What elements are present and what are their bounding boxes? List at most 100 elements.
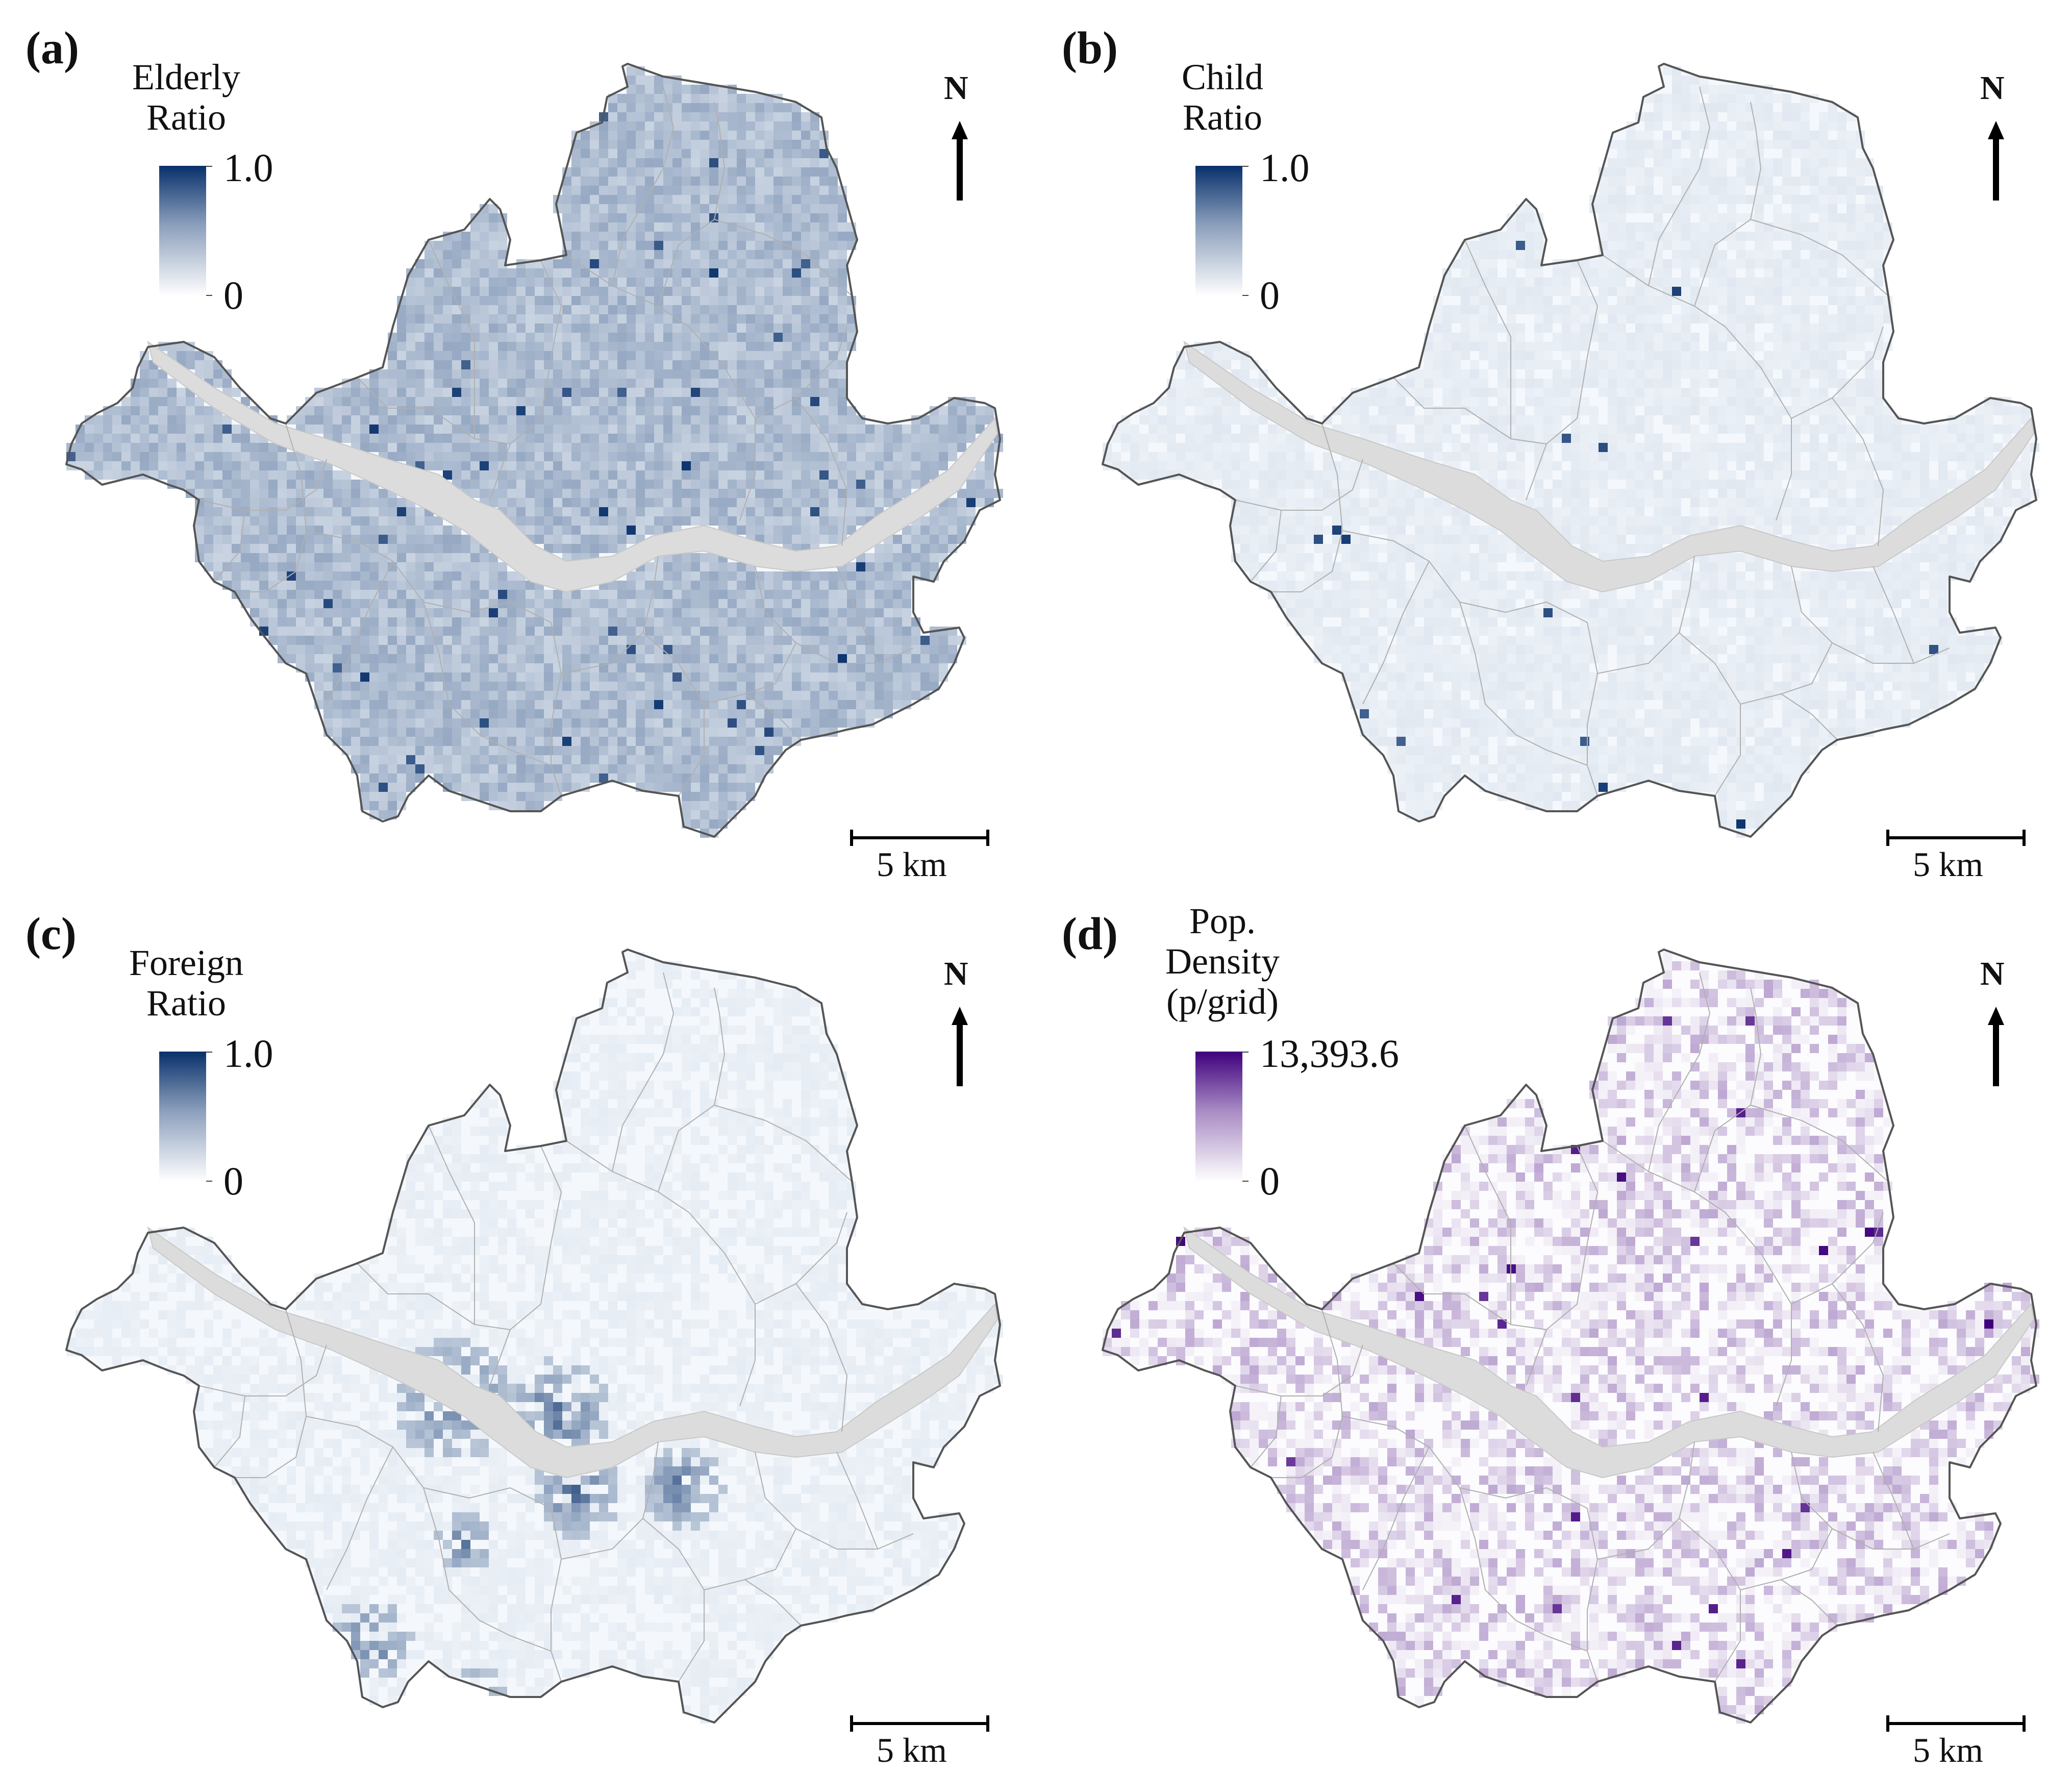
- city-boundary: [65, 949, 1001, 1724]
- district-boundary: [1648, 972, 1711, 1172]
- district-boundary: [423, 601, 562, 765]
- legend-max-label: 1.0: [1260, 145, 1310, 190]
- district-boundary: [198, 1344, 327, 1396]
- district-boundary: [755, 1212, 847, 1305]
- seoul-map: [65, 949, 1003, 1724]
- legend-color-bar: [159, 166, 212, 296]
- legend-title-line: Ratio: [1183, 97, 1262, 138]
- district-boundary: [1791, 566, 1950, 664]
- district-boundary: [1602, 255, 1792, 521]
- district-boundary: [1781, 1528, 1833, 1580]
- legend-title: Foreign Ratio: [122, 942, 250, 1024]
- district-boundary: [704, 693, 802, 740]
- district-boundary: [714, 219, 853, 296]
- district-boundary: [1740, 693, 1838, 740]
- panel-label: (c): [26, 909, 77, 959]
- district-boundary: [566, 1140, 756, 1407]
- district-boundary: [1791, 1212, 1884, 1305]
- scale-bar: [850, 1715, 989, 1732]
- legend-min-label: 0: [223, 1159, 243, 1203]
- district-boundary: [755, 566, 914, 664]
- legend-title: Elderly Ratio: [122, 57, 250, 138]
- legend-title-line: Ratio: [146, 983, 226, 1024]
- district-boundary: [214, 1395, 245, 1468]
- district-boundary: [1250, 1395, 1282, 1468]
- district-boundary: [612, 972, 675, 1172]
- panel-population-density: (d) Pop. Density (p/grid) 13,393.6 0 N 5…: [1036, 886, 2072, 1771]
- legend-title-line: (p/grid): [1166, 981, 1279, 1022]
- city-boundary: [1102, 949, 2037, 1724]
- grid-cells: [66, 952, 1003, 1724]
- panel-label: (d): [1062, 909, 1118, 959]
- district-boundary: [658, 987, 726, 1192]
- district-boundary: [1271, 423, 1343, 592]
- legend-title-line: Pop.: [1189, 901, 1256, 941]
- district-boundary: [1602, 1140, 1792, 1407]
- district-boundary: [755, 1452, 914, 1550]
- city-boundary: [1102, 63, 2037, 838]
- district-boundary: [326, 1446, 393, 1590]
- district-boundary: [1648, 86, 1711, 286]
- district-boundary: [1459, 601, 1599, 765]
- district-boundary: [1740, 1579, 1838, 1626]
- north-arrow-icon: [1988, 1007, 2004, 1086]
- legend-min-label: 0: [1260, 273, 1280, 317]
- district-boundary: [755, 326, 847, 419]
- district-boundary: [357, 1263, 511, 1330]
- district-boundary: [744, 1528, 796, 1580]
- district-boundary: [1362, 561, 1430, 705]
- scale-bar: [850, 830, 989, 846]
- district-boundary: [198, 459, 327, 511]
- district-boundary: [1459, 1487, 1599, 1651]
- district-boundary: [1235, 1344, 1363, 1396]
- grid-cells: [1103, 952, 2039, 1724]
- district-boundary: [1393, 377, 1547, 444]
- district-boundary: [1250, 510, 1282, 582]
- scale-bar: [1886, 830, 2026, 846]
- legend-title: Child Ratio: [1159, 57, 1286, 138]
- district-boundary: [1526, 260, 1599, 501]
- district-boundary: [1342, 1416, 1598, 1682]
- north-label: N: [1980, 955, 2005, 992]
- legend-max-label: 1.0: [223, 1031, 273, 1076]
- grid-cells: [66, 66, 1003, 838]
- district-boundary: [1464, 239, 1511, 439]
- north-arrow-icon: [952, 1007, 968, 1086]
- district-boundary: [423, 1487, 562, 1651]
- district-boundary: [235, 1309, 307, 1478]
- district-boundary: [714, 1105, 853, 1182]
- district-boundary: [1694, 102, 1762, 307]
- legend-title-line: Elderly: [132, 57, 240, 97]
- han-river: [147, 340, 998, 593]
- panel-label: (a): [26, 23, 79, 73]
- district-boundary: [795, 1283, 848, 1432]
- district-boundary: [612, 86, 675, 286]
- north-label: N: [944, 955, 968, 992]
- legend-title: Pop. Density (p/grid): [1159, 901, 1286, 1022]
- district-boundary: [1791, 326, 1884, 419]
- district-boundary: [1873, 1452, 1914, 1550]
- legend-title-line: Ratio: [146, 97, 226, 138]
- han-river: [1183, 340, 2035, 593]
- district-boundary: [428, 239, 475, 439]
- district-boundary: [1526, 1145, 1599, 1386]
- district-boundary: [836, 1452, 878, 1550]
- district-boundary: [704, 1579, 802, 1626]
- district-boundary: [1750, 219, 1889, 296]
- district-boundary: [1873, 566, 1914, 664]
- legend-title-line: Density: [1165, 941, 1280, 982]
- district-boundary: [489, 260, 562, 501]
- district-boundary: [1694, 987, 1762, 1192]
- scale-label: 5 km: [1913, 845, 1983, 884]
- north-arrow-icon: [952, 121, 968, 201]
- han-river: [147, 1226, 998, 1479]
- seoul-map: [1102, 63, 2039, 838]
- district-boundary: [1393, 1263, 1547, 1330]
- district-boundary: [1781, 642, 1833, 694]
- north-label: N: [1980, 69, 2005, 107]
- scale-label: 5 km: [877, 1731, 947, 1769]
- district-boundary: [566, 255, 756, 521]
- legend-color-bar: [1195, 1052, 1249, 1182]
- legend-color-bar: [159, 1052, 212, 1182]
- legend-min-label: 0: [223, 273, 243, 317]
